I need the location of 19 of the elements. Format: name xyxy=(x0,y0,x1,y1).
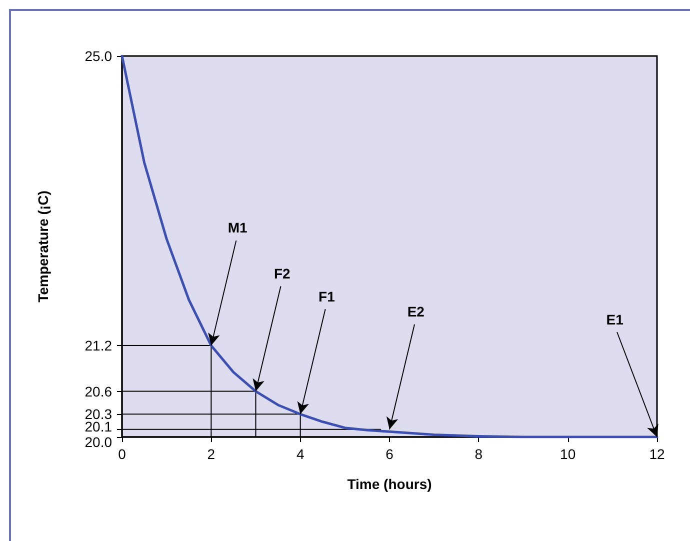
x-axis-title: Time (hours) xyxy=(347,476,432,492)
x-tick-label: 12 xyxy=(649,446,665,462)
annotation: F1 xyxy=(318,288,336,304)
annotation: E1 xyxy=(606,311,624,328)
y-tick-label: 20.6 xyxy=(84,383,112,400)
line-series xyxy=(120,54,658,438)
x-tick-label: 0 xyxy=(118,446,126,462)
x-tick-label: 4 xyxy=(296,446,304,462)
y-axis-title: Temperature (¡C) xyxy=(35,190,51,302)
y-tick-label: 25.0 xyxy=(84,48,112,64)
x-tick-label: 2 xyxy=(207,446,216,462)
annotation: E2 xyxy=(407,304,425,320)
annotation: M1 xyxy=(228,220,248,236)
x-tick-label: 8 xyxy=(474,446,483,462)
annotation: F2 xyxy=(274,265,291,282)
y-tick-label: 21.2 xyxy=(84,338,112,354)
y-tick-label: 20.0 xyxy=(84,434,112,450)
x-tick-label: 10 xyxy=(560,446,576,462)
x-tick-label: 6 xyxy=(386,446,394,462)
